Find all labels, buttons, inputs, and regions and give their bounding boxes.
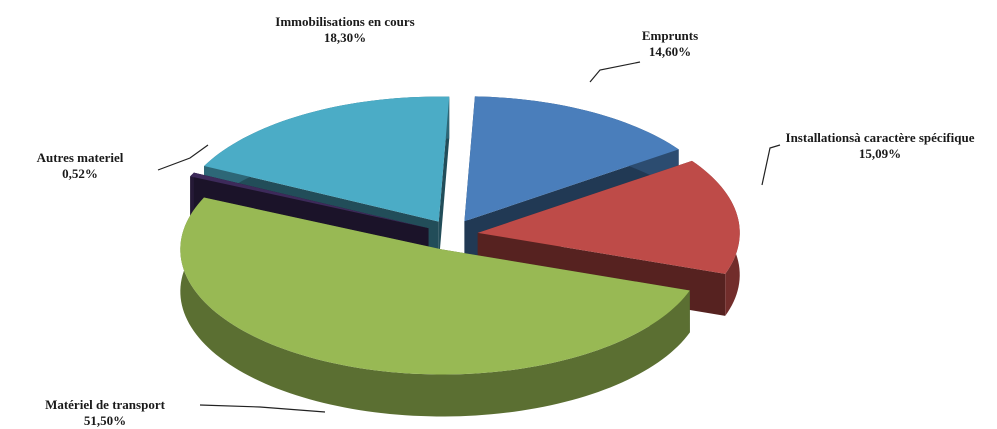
slice-top: [464, 96, 679, 222]
category-label: Matériel de transport: [45, 397, 165, 412]
value-label: 14,60%: [648, 44, 692, 59]
slices: [180, 96, 740, 417]
label: Emprunts 14,60%: [600, 28, 740, 60]
category-label: Installationsà caractère spécifique: [785, 130, 975, 145]
leader-line: [157, 144, 209, 171]
category-label: Emprunts: [641, 28, 699, 43]
slice-top: [190, 172, 429, 229]
value-label: 0,52%: [62, 166, 98, 181]
value-label: 51,50%: [83, 413, 127, 428]
leader-lines: [157, 61, 781, 413]
leader-line: [761, 144, 781, 186]
category-label: Immobilisations en cours: [275, 14, 415, 29]
label: Installationsà caractère spécifique 15,0…: [780, 130, 980, 162]
slice: [180, 197, 690, 417]
slice-side: [180, 197, 690, 417]
label: Immobilisations en cours 18,30%: [215, 14, 475, 46]
label: Autres materiel 0,52%: [0, 150, 160, 182]
slice-top: [180, 197, 690, 375]
leader-line: [199, 404, 326, 413]
slice-side: [190, 172, 194, 219]
category-label: Autres materiel: [36, 150, 124, 165]
slice-top: [204, 96, 450, 222]
leader-line: [589, 61, 641, 83]
label: Matériel de transport 51,50%: [0, 397, 210, 429]
slice-top: [477, 160, 740, 274]
value-label: 18,30%: [323, 30, 367, 45]
value-label: 15,09%: [858, 146, 902, 161]
